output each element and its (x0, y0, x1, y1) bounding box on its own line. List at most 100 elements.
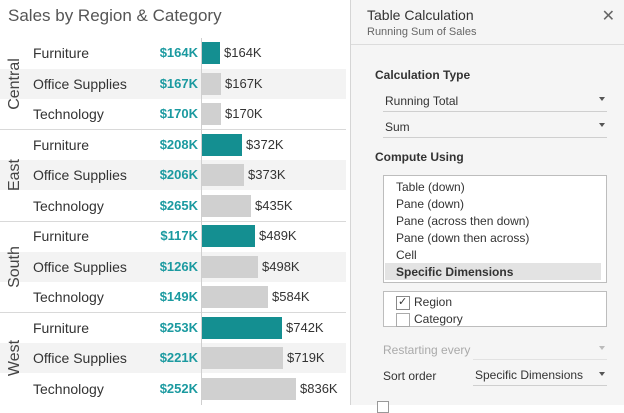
running-total-label: $836K (300, 380, 338, 396)
sales-value: $253K (159, 319, 198, 335)
region-name: West (6, 340, 23, 377)
running-total-label: $164K (224, 45, 262, 60)
close-icon[interactable]: ✕ (601, 8, 615, 25)
running-total-bar[interactable] (202, 103, 221, 125)
region-label: East (0, 130, 30, 222)
sales-value: $170K (159, 106, 198, 121)
running-total-bar[interactable] (202, 42, 220, 64)
sales-value: $117K (160, 228, 198, 243)
sort-order-label: Sort order (383, 369, 437, 383)
compute-option-specific-dimensions[interactable]: Specific Dimensions (385, 263, 601, 280)
region-separator (0, 312, 346, 313)
compute-option-table-down[interactable]: Table (down) (396, 180, 465, 194)
sales-value: $164K (159, 45, 198, 60)
table-row[interactable]: Office Supplies $221K $719K (0, 343, 346, 373)
region-label: West (0, 313, 30, 405)
running-total-bar[interactable] (202, 164, 244, 186)
restarting-every-dropdown[interactable] (473, 339, 607, 360)
category-label: Technology (33, 197, 104, 214)
category-label: Furniture (33, 319, 90, 336)
running-total-bar[interactable] (202, 255, 258, 278)
calculation-type-dropdown[interactable]: Running Total (383, 91, 607, 112)
sales-value: $221K (159, 350, 198, 365)
aggregation-dropdown[interactable]: Sum (383, 117, 607, 138)
sales-value: $208K (159, 136, 198, 152)
sales-value: $167K (159, 75, 198, 91)
running-total-label: $167K (225, 75, 263, 91)
region-name: Central (6, 57, 24, 110)
region-checkbox[interactable]: ✓ (396, 296, 410, 310)
region-separator (0, 129, 346, 130)
chevron-down-icon (599, 346, 605, 350)
compute-using-heading: Compute Using (375, 150, 464, 164)
category-label: Technology (33, 380, 104, 397)
restarting-every-label: Restarting every (383, 343, 471, 357)
chevron-down-icon (599, 97, 605, 101)
category-label: Office Supplies (33, 75, 127, 92)
running-total-bar[interactable] (202, 225, 255, 247)
dimension-checkbox-list: ✓ Region Category (383, 291, 607, 327)
category-label: Office Supplies (33, 258, 127, 275)
running-total-label: $742K (286, 319, 324, 335)
bar-axis-line (201, 38, 202, 405)
sort-order-dropdown[interactable]: Specific Dimensions (473, 365, 607, 386)
region-name: East (6, 159, 24, 192)
running-total-label: $170K (225, 106, 263, 121)
category-label: Technology (33, 289, 104, 305)
category-checkbox[interactable] (396, 313, 410, 327)
running-total-bar[interactable] (202, 347, 283, 369)
running-total-bar[interactable] (202, 286, 268, 308)
table-row[interactable]: Technology $252K $836K (0, 374, 346, 404)
chevron-down-icon (599, 123, 605, 127)
category-label: Office Supplies (33, 167, 127, 183)
region-label: Central (0, 38, 30, 130)
table-calculation-panel: Table Calculation Running Sum of Sales ✕… (350, 0, 624, 413)
panel-title: Table Calculation (367, 7, 474, 23)
sales-value: $126K (159, 258, 198, 274)
compute-option-pane-across-then-down[interactable]: Pane (across then down) (396, 214, 530, 228)
running-total-bar[interactable] (202, 72, 221, 95)
sales-value: $265K (159, 197, 198, 213)
running-total-label: $372K (246, 136, 284, 152)
compute-using-list[interactable]: Table (down) Pane (down) Pane (across th… (383, 175, 607, 283)
category-label: Office Supplies (33, 350, 127, 366)
table-row[interactable]: Technology $149K $584K (0, 282, 346, 312)
table-row[interactable]: Office Supplies $126K $498K (0, 251, 346, 282)
category-checkbox-label: Category (414, 312, 463, 326)
panel-header: Table Calculation Running Sum of Sales ✕ (351, 0, 624, 45)
running-total-bar[interactable] (202, 194, 251, 217)
chevron-down-icon (599, 372, 605, 376)
category-label: Furniture (33, 228, 90, 244)
sales-value: $149K (159, 289, 198, 304)
running-total-label: $498K (262, 258, 300, 274)
compute-option-cell[interactable]: Cell (396, 248, 417, 262)
compute-option-pane-down-then-across[interactable]: Pane (down then across) (396, 231, 530, 245)
region-name: South (6, 245, 23, 288)
sales-value: $252K (159, 380, 198, 396)
table-row[interactable]: Furniture $208K $372K (0, 130, 346, 160)
running-total-bar[interactable] (202, 377, 296, 400)
running-total-bar[interactable] (202, 316, 282, 339)
panel-subtitle: Running Sum of Sales (367, 26, 477, 38)
table-row[interactable]: Office Supplies $167K $167K (0, 68, 346, 99)
table-row[interactable]: Furniture $164K $164K (0, 38, 346, 68)
running-total-label: $373K (248, 167, 286, 182)
partial-checkbox[interactable] (377, 401, 389, 413)
table-row[interactable]: Furniture $253K $742K (0, 313, 346, 343)
category-label: Furniture (33, 45, 90, 61)
running-total-label: $435K (255, 197, 293, 213)
table-row[interactable]: Technology $170K $170K (0, 99, 346, 129)
running-total-bar[interactable] (202, 133, 242, 156)
table-row[interactable]: Technology $265K $435K (0, 191, 346, 221)
calculation-type-value: Running Total (385, 94, 459, 108)
viz-worksheet: Sales by Region & Category Furniture $164… (0, 6, 346, 405)
running-total-label: $584K (272, 289, 310, 304)
sales-value: $206K (159, 167, 198, 182)
compute-option-pane-down[interactable]: Pane (down) (396, 197, 465, 211)
calculation-type-heading: Calculation Type (375, 68, 471, 82)
table-row[interactable]: Furniture $117K $489K (0, 221, 346, 251)
category-label: Furniture (33, 136, 90, 153)
table-row[interactable]: Office Supplies $206K $373K (0, 160, 346, 190)
running-total-label: $719K (287, 350, 325, 365)
sort-order-value: Specific Dimensions (475, 368, 584, 382)
